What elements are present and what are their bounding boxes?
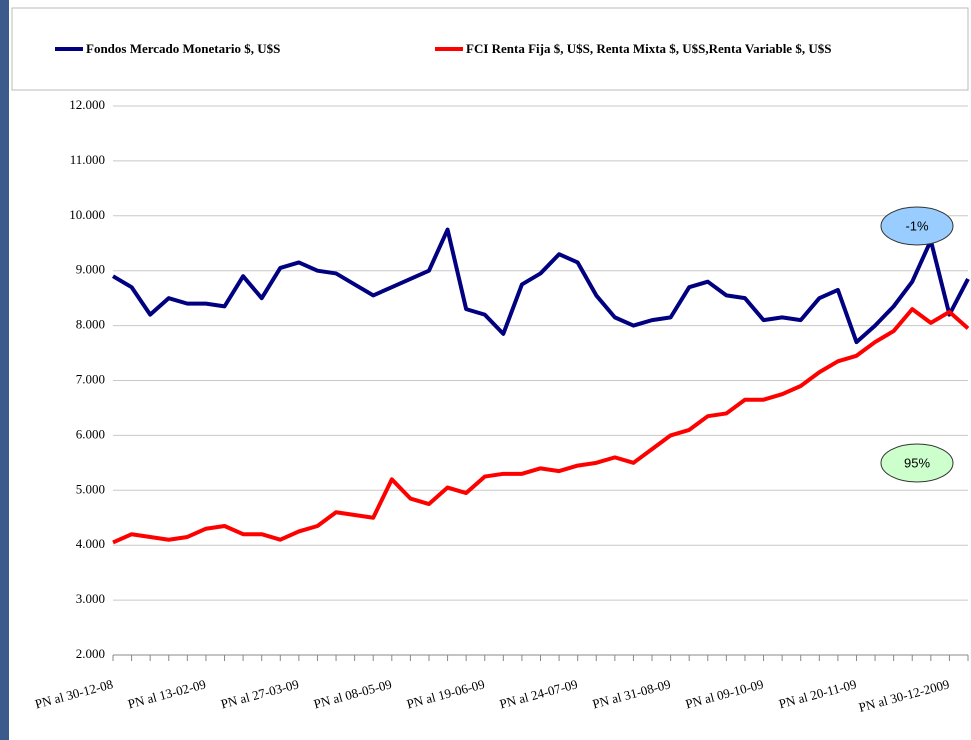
y-tick-label: 10.000 — [69, 207, 105, 222]
x-tick-label: PN al 09-10-09 — [684, 676, 765, 711]
y-tick-label: 6.000 — [76, 426, 105, 441]
annotation-text: -1% — [905, 218, 929, 233]
annotation-bubble — [880, 206, 954, 246]
y-tick-label: 12.000 — [69, 97, 105, 112]
x-tick-label: PN al 13-02-09 — [126, 676, 207, 711]
y-tick-label: 3.000 — [76, 591, 105, 606]
y-tick-label: 8.000 — [76, 317, 105, 332]
x-tick-label: PN al 20-11-09 — [777, 676, 858, 711]
x-tick-label: PN al 24-07-09 — [498, 676, 579, 711]
y-tick-label: 9.000 — [76, 262, 105, 277]
y-tick-label: 11.000 — [70, 152, 105, 167]
y-tick-label: 5.000 — [76, 481, 105, 496]
x-tick-label: PN al 27-03-09 — [219, 676, 300, 711]
side-strip — [0, 0, 9, 740]
x-tick-label: PN al 08-05-09 — [312, 676, 393, 711]
y-tick-label: 7.000 — [76, 371, 105, 386]
legend-label: FCI Renta Fija $, U$S, Renta Mixta $, U$… — [466, 41, 831, 56]
x-tick-label: PN al 30-12-08 — [33, 676, 114, 711]
x-tick-label: PN al 30-12-2009 — [857, 676, 951, 715]
series-line — [111, 227, 970, 345]
legend-label: Fondos Mercado Monetario $, U$S — [86, 41, 280, 56]
legend-box — [11, 7, 969, 91]
annotation-bubble — [880, 443, 954, 483]
y-tick-label: 2.000 — [76, 646, 105, 661]
x-tick-label: PN al 19-06-09 — [405, 676, 486, 711]
series-line — [112, 307, 970, 545]
annotation-text: 95% — [904, 455, 930, 470]
y-tick-label: 4.000 — [76, 536, 105, 551]
x-tick-label: PN al 31-08-09 — [591, 676, 672, 711]
